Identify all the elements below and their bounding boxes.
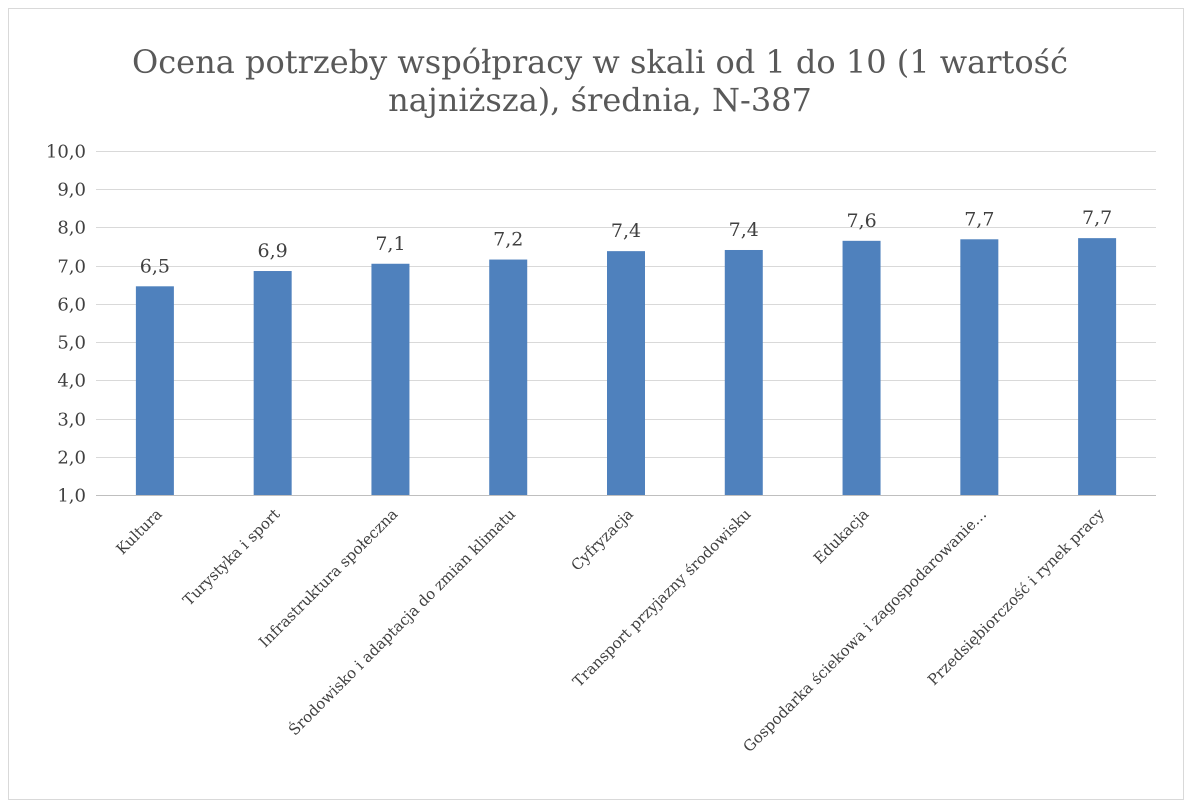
chart-title-line-1: Ocena potrzeby współpracy w skali od 1 d… [132, 43, 1068, 81]
data-label: 6,5 [140, 255, 170, 277]
bar [724, 249, 763, 495]
bar [253, 271, 292, 495]
data-label: 6,9 [258, 240, 288, 262]
x-tick-label: Infrastruktura społeczna [255, 505, 401, 651]
data-label: 7,2 [493, 229, 523, 251]
x-tick-label: Środowisko i adaptacja do zmian klimatu [285, 505, 519, 739]
data-label: 7,4 [729, 219, 759, 241]
chart-title-line-2: najniższa), średnia, N-387 [388, 81, 812, 119]
y-axis: 1,0 2,0 3,0 4,0 5,0 6,0 7,0 8,0 9,0 10,0 [46, 142, 86, 507]
bar [842, 240, 881, 495]
data-label: 7,7 [1082, 207, 1112, 229]
data-labels: 6,5 6,9 7,1 7,2 7,4 7,4 7,6 7,7 7,7 [140, 207, 1112, 277]
x-tick-label: Turystyka i sport [179, 505, 283, 609]
chart-title: Ocena potrzeby współpracy w skali od 1 d… [132, 43, 1068, 119]
y-tick-label: 2,0 [57, 448, 86, 469]
data-label: 7,4 [611, 220, 641, 242]
y-tick-label: 9,0 [57, 180, 86, 201]
bar [489, 259, 528, 495]
y-tick-label: 7,0 [57, 257, 86, 278]
x-tick-label: Cyfryzacja [568, 505, 637, 574]
bar [371, 263, 410, 495]
x-tick-label: Kultura [113, 505, 166, 558]
y-tick-label: 8,0 [57, 218, 86, 239]
data-label: 7,7 [964, 208, 994, 230]
y-tick-label: 5,0 [57, 333, 86, 354]
x-tick-label: Gospodarka ściekowa i zagospodarowanie… [739, 505, 990, 756]
y-tick-label: 6,0 [57, 295, 86, 316]
bar [960, 239, 999, 495]
bar [135, 286, 174, 495]
data-label: 7,6 [846, 210, 876, 232]
y-tick-label: 10,0 [46, 142, 86, 163]
y-tick-label: 4,0 [57, 371, 86, 392]
bars [135, 238, 1117, 495]
y-tick-label: 1,0 [57, 486, 86, 507]
bar [607, 251, 645, 495]
x-tick-label: Edukacja [810, 505, 872, 567]
data-label: 7,1 [375, 233, 405, 255]
y-tick-label: 3,0 [57, 410, 86, 431]
bar [1078, 238, 1117, 495]
